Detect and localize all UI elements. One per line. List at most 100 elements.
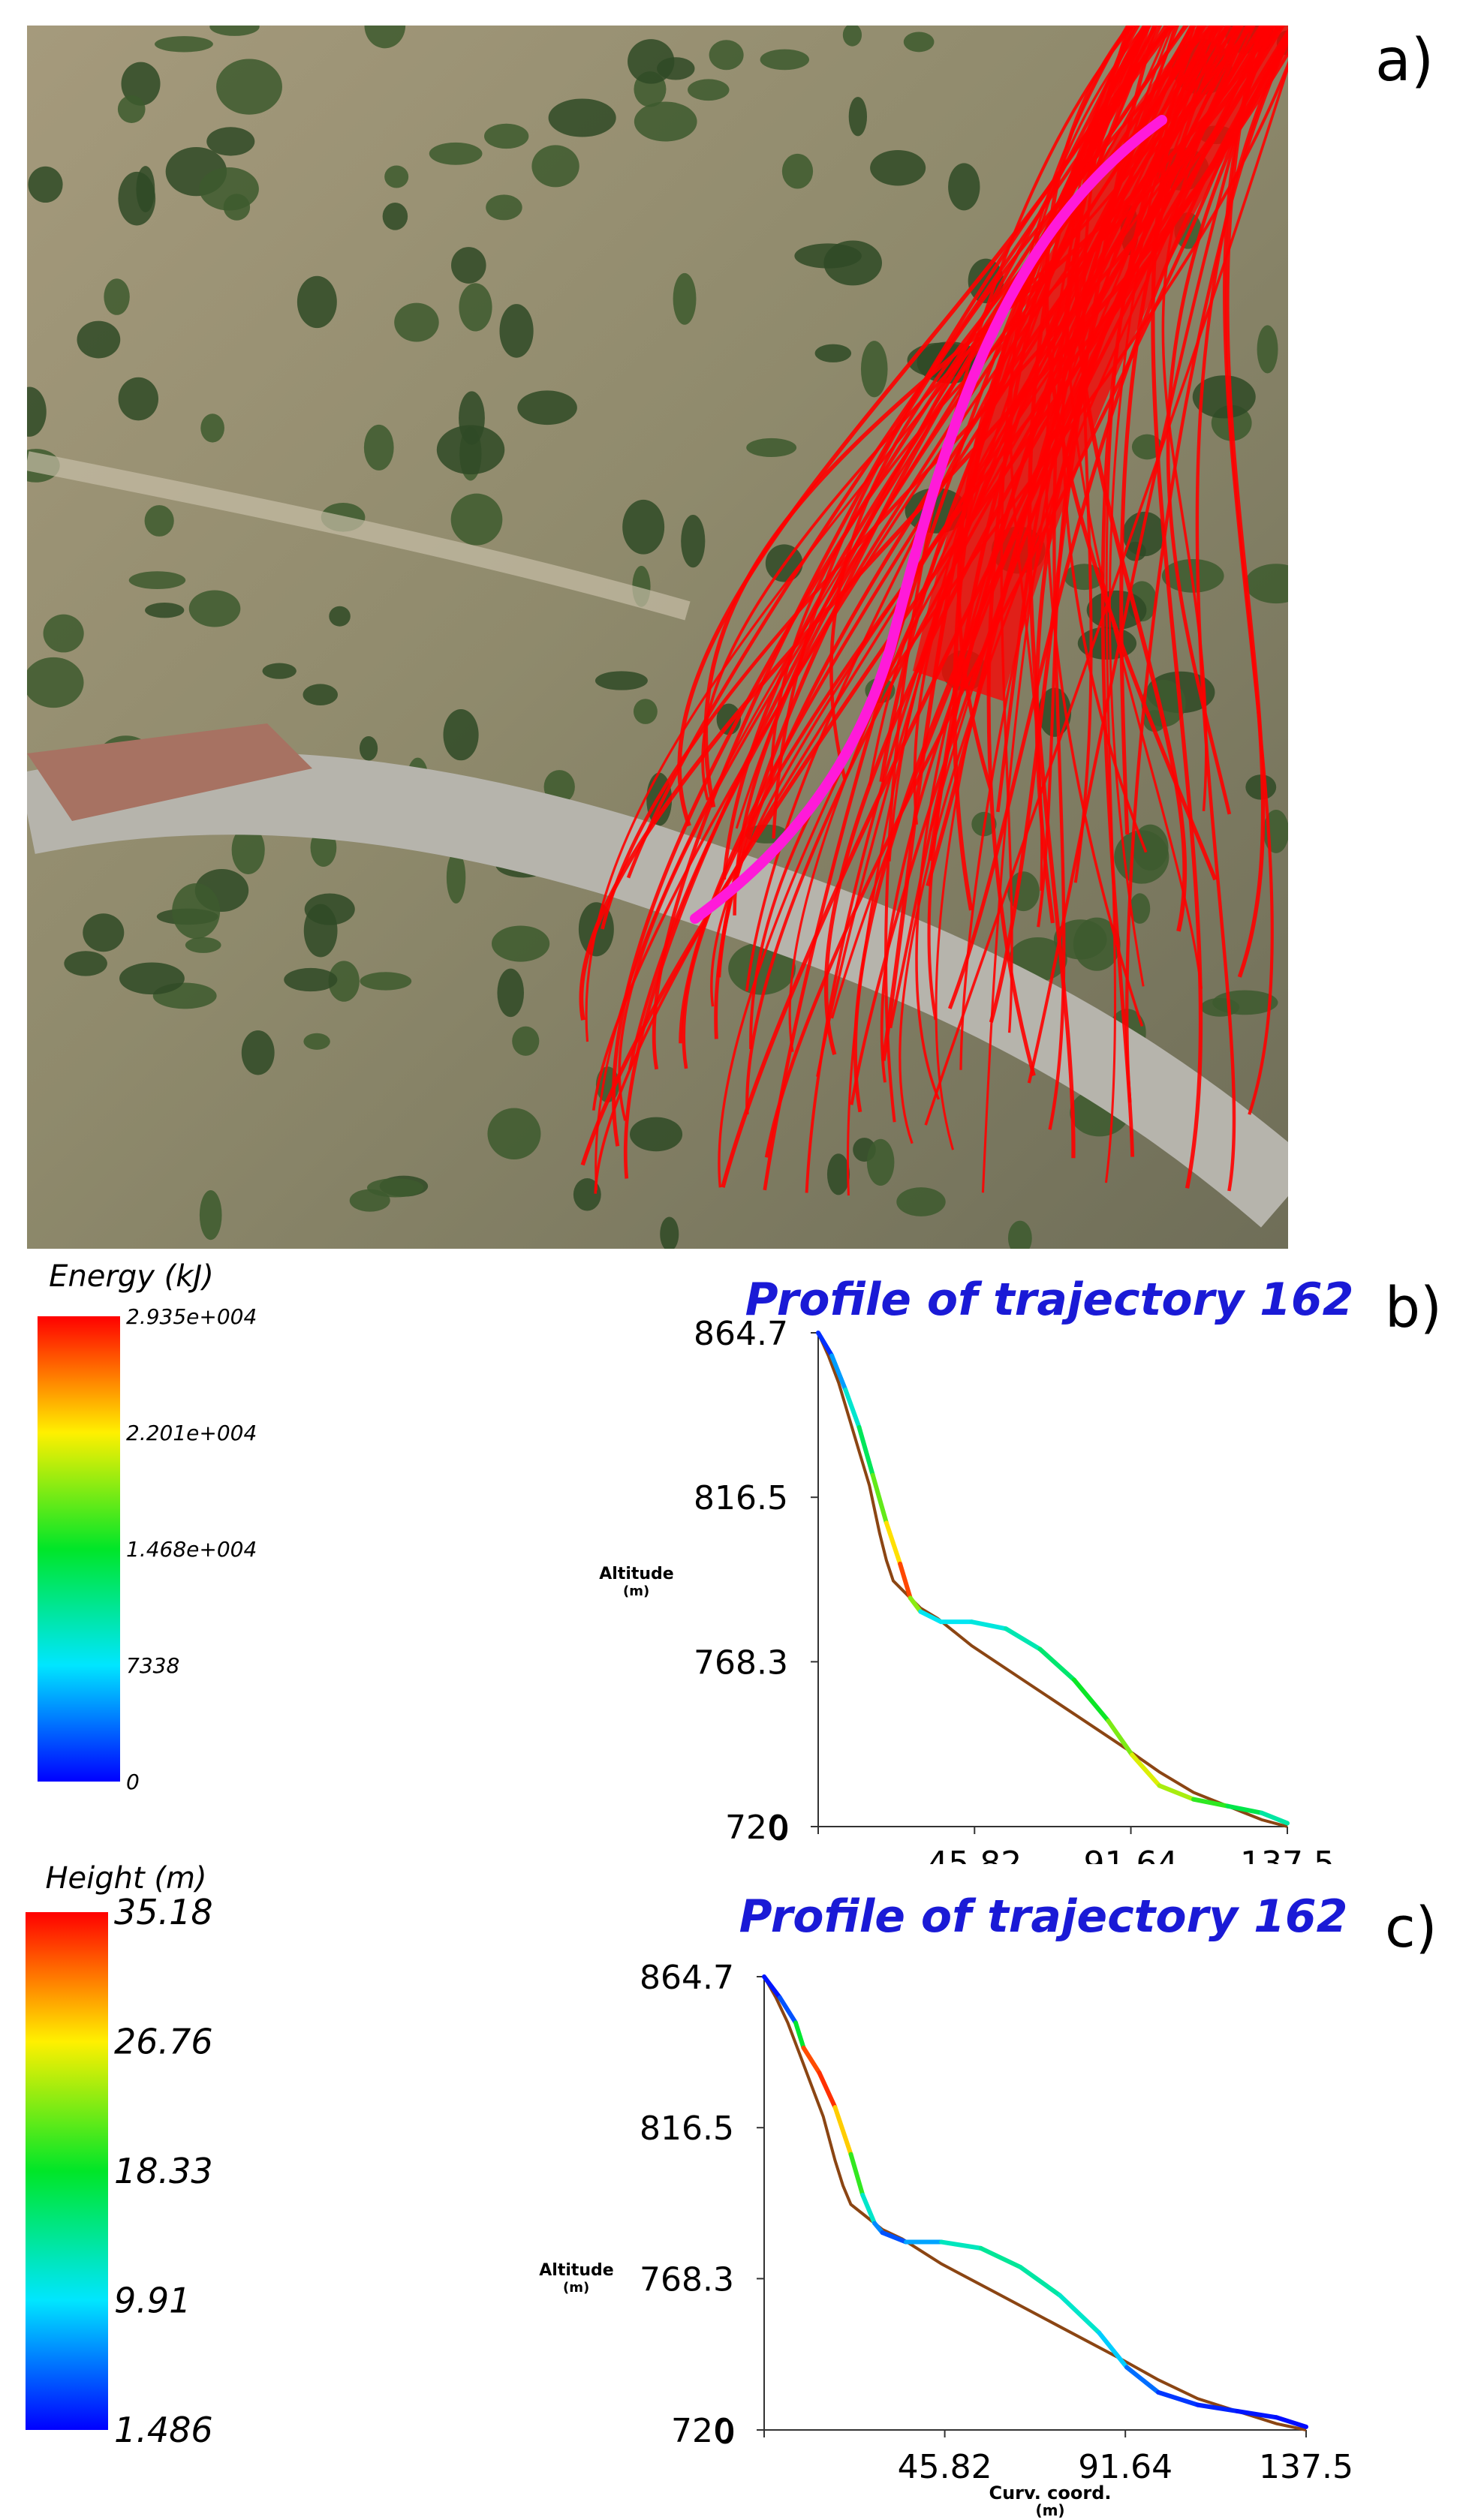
tree xyxy=(848,97,868,137)
trajectory-segment xyxy=(969,1619,1008,1631)
y-tick-label: 768.3 xyxy=(694,1643,788,1682)
rockfall-trajectories xyxy=(579,26,1288,1196)
tree xyxy=(948,163,980,211)
selected-trajectory-162 xyxy=(690,115,1167,924)
tree xyxy=(119,962,185,995)
road xyxy=(27,752,1288,1228)
tree xyxy=(896,1187,946,1216)
tree xyxy=(497,968,524,1018)
colorbar xyxy=(26,1912,108,2430)
tree xyxy=(349,1189,390,1212)
tree xyxy=(628,39,675,84)
tree xyxy=(359,735,378,761)
trajectory-segment xyxy=(762,1974,783,2000)
tree xyxy=(241,1030,275,1075)
y-tick-label: 864.7 xyxy=(640,1959,734,1997)
y-tick-label: 768.3 xyxy=(640,2260,734,2299)
tree xyxy=(303,684,338,705)
tree xyxy=(842,26,862,47)
trajectory-segment xyxy=(793,2020,806,2050)
colorbar-label: 2.935e+004 xyxy=(126,1304,257,1329)
tree xyxy=(512,1026,540,1056)
tree xyxy=(451,247,486,284)
y-axis-label: Altitude xyxy=(599,1565,673,1583)
trajectory-segment xyxy=(898,1561,913,1601)
tree xyxy=(633,699,658,724)
tree xyxy=(688,79,730,101)
trajectory-segment xyxy=(880,2230,909,2245)
aerial-photo xyxy=(27,26,1288,1249)
trajectory-segment xyxy=(1097,2330,1130,2370)
tree xyxy=(487,1108,541,1160)
tree xyxy=(363,424,394,471)
panel-label-c: c) xyxy=(1385,1896,1437,1960)
trajectory-segment xyxy=(1225,1803,1264,1815)
tree xyxy=(64,951,107,976)
tree xyxy=(548,98,616,137)
trajectory-line xyxy=(623,26,1137,1179)
panel-label-a: a) xyxy=(1365,27,1445,98)
tree xyxy=(117,95,146,123)
tree xyxy=(128,571,186,589)
trajectory-segment xyxy=(1274,2415,1308,2429)
tree xyxy=(728,942,796,995)
tree xyxy=(155,36,213,53)
colorbar-title: Energy (kJ) xyxy=(49,1259,214,1294)
x-axis-label: Curv. coord. xyxy=(989,2482,1111,2503)
trajectory-line xyxy=(716,26,1189,978)
y-axis-label: Altitude xyxy=(539,2261,613,2280)
tree xyxy=(216,59,282,115)
tree xyxy=(429,142,483,165)
tree xyxy=(595,671,648,690)
colorbar-label: 1.486 xyxy=(114,2410,213,2450)
trajectory-segment xyxy=(856,1424,875,1478)
tree xyxy=(531,145,579,188)
tree xyxy=(27,386,47,437)
tree xyxy=(27,657,84,708)
colorbar-label: 7338 xyxy=(126,1653,179,1678)
colorbar-label: 35.18 xyxy=(114,1892,213,1932)
trajectory-bundle xyxy=(913,26,1288,701)
y-tick-label: 720 xyxy=(671,2412,734,2450)
chart-title: Profile of trajectory 162 xyxy=(745,1274,1354,1326)
trajectory-segment xyxy=(939,2239,983,2251)
x-tick-label: 91.64 xyxy=(1084,1845,1178,1864)
tree xyxy=(185,937,221,953)
tree xyxy=(199,1189,222,1240)
trajectory-segment xyxy=(860,2192,877,2226)
trajectory-segment xyxy=(1071,1677,1111,1724)
tree xyxy=(304,893,355,925)
trajectory-segment xyxy=(1235,2408,1279,2420)
tree xyxy=(188,590,241,627)
x-tick-label: 45.82 xyxy=(898,2448,992,2486)
trajectory-segment xyxy=(817,2070,838,2110)
trajectory-line xyxy=(1066,26,1203,989)
tree xyxy=(28,166,63,203)
tree xyxy=(329,606,351,627)
colorbar-label: 1.468e+004 xyxy=(126,1537,257,1562)
trajectory-segment xyxy=(778,1995,799,2025)
tree xyxy=(136,166,155,212)
trajectory-line xyxy=(924,62,1288,1126)
tree xyxy=(1192,375,1256,419)
tree xyxy=(486,194,522,221)
tree xyxy=(43,614,84,653)
tree xyxy=(484,123,529,149)
tree xyxy=(446,851,466,904)
panel-label-b: b) xyxy=(1385,1276,1442,1340)
tree xyxy=(297,275,337,329)
tree xyxy=(199,167,259,211)
tree xyxy=(450,493,503,546)
tree xyxy=(77,320,121,359)
trajectory-segment xyxy=(918,1609,944,1625)
tree xyxy=(443,709,479,761)
tree xyxy=(118,377,159,421)
colorbar-label: 18.33 xyxy=(114,2151,213,2191)
colorbar-label: 0 xyxy=(126,1770,140,1794)
trajectory-segment xyxy=(1037,1646,1076,1683)
trajectory-segment xyxy=(832,2105,853,2157)
trajectory-line xyxy=(884,26,1135,1123)
trajectory-segment xyxy=(1124,2365,1161,2395)
tree xyxy=(1053,919,1107,960)
x-tick-label: 45.82 xyxy=(927,1845,1022,1864)
